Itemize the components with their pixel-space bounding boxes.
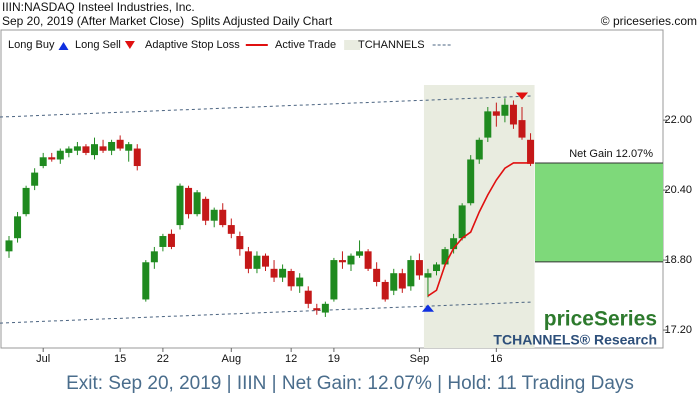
candle-body [219, 209, 227, 226]
active-trade-zone [423, 85, 535, 348]
candle-body [518, 120, 526, 138]
legend-trade-icon [344, 40, 361, 50]
legend-buy-icon [58, 42, 69, 50]
candle-body [450, 238, 458, 250]
candle-body [244, 251, 252, 269]
candle-body [108, 141, 116, 151]
candle-body [270, 268, 278, 278]
candle-body [167, 233, 175, 247]
footer-band [0, 348, 700, 400]
candle-body [5, 240, 13, 252]
candle-body [39, 157, 47, 167]
candle-body [321, 303, 329, 313]
candle-body [210, 209, 218, 221]
net-gain-box [535, 162, 663, 262]
candle-body [373, 268, 381, 282]
footer: Exit: Sep 20, 2019 | IIIN | Net Gain: 12… [66, 373, 634, 394]
long-sell-arrow [515, 92, 529, 100]
candle-body [347, 255, 355, 265]
legend-label: Long Buy [8, 39, 55, 51]
candle-body [176, 185, 184, 226]
watermark-sub: TCHANNELS® Research [493, 332, 657, 348]
candle-body [364, 251, 372, 269]
y-tick-label: 17.20 [664, 324, 692, 336]
candle-body [227, 225, 235, 234]
candle-body [467, 159, 475, 204]
legend-label: Long Sell [75, 39, 121, 51]
candle-body [304, 290, 312, 304]
candle-body [475, 139, 483, 160]
candle-body [150, 251, 158, 263]
candle-body [509, 104, 517, 125]
candle-body [415, 260, 423, 276]
candle-body [236, 236, 244, 250]
candle-body [441, 249, 449, 265]
y-tick-label: 18.80 [664, 254, 692, 266]
candle-body [296, 277, 304, 287]
candle-body [99, 146, 107, 151]
y-tick-label: 20.40 [664, 184, 692, 196]
x-tick-label: 12 [285, 353, 297, 365]
candle-body [56, 150, 64, 160]
candle-body [262, 255, 269, 267]
candle-body [330, 260, 338, 300]
candle-body [48, 157, 56, 160]
candle-body [125, 144, 133, 151]
candle-body [22, 187, 30, 215]
candle-body [279, 268, 287, 278]
candle-body [91, 144, 98, 156]
legend-label: Adaptive Stop Loss [145, 39, 240, 51]
candle-body [484, 111, 492, 138]
y-tick-label: 22.00 [664, 114, 692, 126]
copyright: © priceseries.com [601, 14, 697, 28]
long-buy-arrow [421, 304, 435, 312]
candle-body [31, 172, 39, 186]
candle-body [142, 262, 150, 300]
candle-body [253, 255, 261, 269]
candle-body [133, 148, 141, 167]
candle-body [356, 251, 364, 256]
candle-body [82, 146, 90, 153]
candle-body [185, 187, 193, 215]
x-tick-label: Sep [410, 353, 430, 365]
chart-subtitle: Sep 20, 2019 (After Market Close) Splits… [2, 14, 333, 28]
candle-body [65, 148, 73, 153]
candle-body [527, 139, 535, 164]
candle-body [398, 273, 406, 289]
candle-body [458, 205, 466, 239]
x-tick-label: Jul [36, 353, 50, 365]
x-tick-label: 19 [328, 353, 340, 365]
chart-title: IIIN:NASDAQ Insteel Industries, Inc. [2, 0, 195, 14]
stop-loss-line [427, 162, 531, 297]
candle-body [407, 260, 415, 287]
legend-sell-icon [124, 41, 135, 49]
candle-body [492, 111, 500, 116]
candle-body [116, 139, 124, 149]
x-tick-label: 15 [114, 353, 126, 365]
candle-body [14, 216, 22, 239]
x-tick-label: Aug [222, 353, 242, 365]
candle-body [390, 273, 398, 291]
legend-label: TCHANNELS [358, 39, 425, 51]
candle-body [424, 273, 432, 278]
x-tick-label: 16 [490, 353, 502, 365]
channel-line [0, 95, 531, 118]
candle-body [202, 198, 210, 221]
x-tick-label: 22 [157, 353, 169, 365]
candle-body [433, 264, 440, 272]
candle-body [159, 236, 167, 247]
candle-body [313, 308, 321, 311]
candle-body [381, 281, 389, 300]
candle-body [338, 260, 346, 263]
candle-body [501, 104, 509, 116]
channel-line [0, 301, 531, 324]
legend-label: Active Trade [275, 39, 336, 51]
candle-body [193, 192, 201, 215]
watermark: priceSeries [544, 308, 657, 331]
net-gain-label: Net Gain 12.07% [569, 148, 653, 160]
candle-body [287, 271, 295, 287]
candle-body [73, 146, 81, 151]
